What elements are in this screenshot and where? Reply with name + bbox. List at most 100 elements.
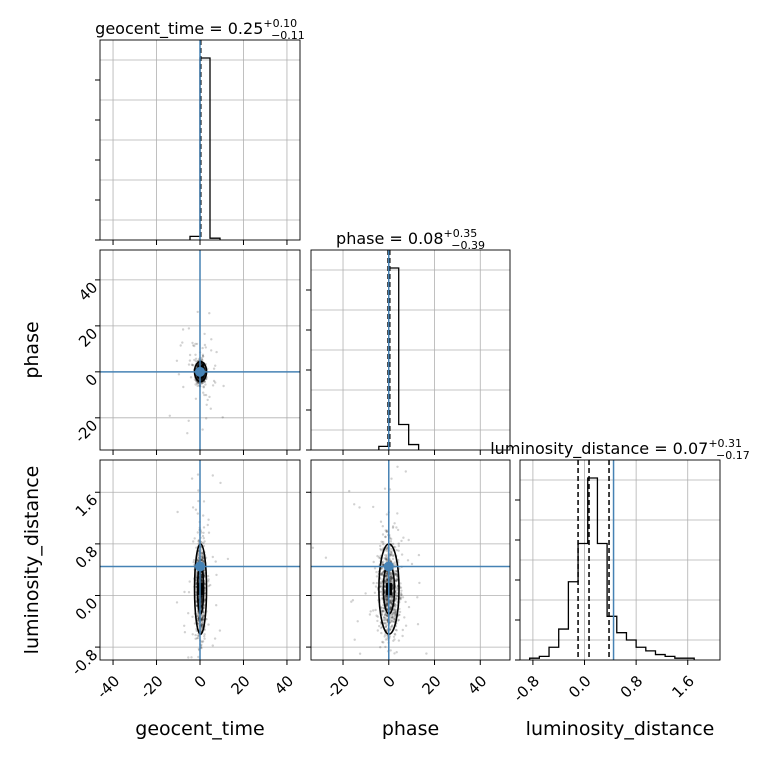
sample-point: [392, 542, 395, 546]
sample-point: [393, 561, 396, 564]
sample-point: [200, 378, 203, 381]
sample-point: [384, 575, 388, 578]
sample-point: [200, 626, 203, 629]
sample-point: [416, 623, 420, 626]
sample-point: [391, 577, 394, 580]
sample-point: [200, 552, 203, 555]
title-plus: +0.31: [708, 437, 742, 450]
sample-point: [364, 592, 367, 595]
sample-point: [202, 613, 205, 617]
sample-point: [373, 591, 377, 594]
sample-point: [393, 611, 396, 615]
sample-point: [404, 624, 408, 627]
sample-point: [380, 609, 383, 612]
sample-point: [385, 547, 388, 550]
sample-point: [383, 613, 386, 616]
sample-point: [182, 385, 185, 389]
sample-point: [202, 385, 205, 388]
sample-point: [202, 531, 205, 534]
sample-point: [403, 616, 406, 619]
sample-point: [202, 614, 205, 617]
sample-point: [192, 364, 195, 367]
sample-point: [200, 613, 204, 617]
sample-point: [201, 557, 204, 561]
sample-point: [391, 594, 394, 597]
sample-point: [395, 589, 399, 592]
sample-point: [394, 572, 397, 575]
panel-frame: [519, 459, 721, 661]
sample-point: [385, 602, 389, 605]
sample-point: [195, 572, 198, 575]
sample-point: [392, 639, 395, 642]
sample-point: [391, 526, 395, 529]
sample-point: [385, 613, 388, 616]
sample-point: [201, 617, 204, 620]
panel-phase-vs-geocent-time: [95, 249, 301, 455]
sample-point: [382, 616, 386, 620]
sample-point: [391, 592, 394, 595]
sample-point: [192, 561, 195, 564]
sample-point: [181, 328, 185, 331]
sample-point: [201, 378, 204, 381]
sample-point: [391, 580, 394, 584]
sample-point: [389, 553, 393, 556]
sample-point: [384, 572, 388, 576]
sample-point: [187, 419, 190, 422]
sample-point: [393, 610, 396, 613]
sample-point: [385, 598, 389, 602]
y-tick-label: -20: [71, 416, 101, 446]
panel-luminosity-distance-vs-phase: [306, 459, 511, 665]
sample-point: [389, 574, 393, 578]
sample-point: [418, 581, 421, 585]
sample-point: [393, 614, 396, 617]
sample-point: [389, 618, 392, 622]
sample-point: [391, 620, 394, 623]
sample-point: [394, 603, 397, 606]
sample-point: [389, 540, 393, 543]
sample-point: [384, 581, 388, 584]
sample-point: [207, 584, 210, 588]
sample-point: [389, 607, 392, 610]
sample-point: [390, 552, 393, 555]
sample-point: [200, 643, 203, 647]
sample-point: [203, 586, 207, 590]
sample-point: [394, 613, 397, 616]
sample-point: [196, 382, 199, 385]
sample-point: [376, 619, 379, 623]
sample-point: [214, 381, 217, 384]
sample-point: [384, 557, 388, 560]
sample-point: [195, 575, 198, 579]
sample-point: [394, 611, 397, 615]
sample-point: [389, 579, 392, 582]
sample-point: [395, 592, 398, 595]
sample-point: [393, 652, 396, 655]
sample-point: [385, 530, 389, 534]
sample-point: [385, 603, 388, 606]
sample-point: [197, 489, 200, 492]
sample-point: [380, 567, 383, 570]
sample-point: [200, 558, 203, 561]
sample-point: [397, 544, 400, 548]
sample-point: [203, 628, 206, 631]
sample-point: [393, 608, 396, 611]
sample-point: [213, 637, 217, 640]
sample-point: [393, 632, 396, 636]
sample-point: [379, 580, 382, 584]
panel-content: [520, 460, 720, 660]
sample-point: [200, 358, 204, 361]
sample-point: [380, 573, 383, 576]
sample-point: [201, 534, 205, 538]
sample-point: [386, 614, 389, 617]
sample-point: [201, 618, 204, 621]
sample-point: [389, 577, 392, 581]
sample-point: [391, 616, 394, 620]
sample-point: [200, 357, 204, 360]
sample-point: [211, 384, 215, 387]
sample-point: [384, 625, 388, 628]
sample-point: [425, 652, 428, 655]
sample-point: [389, 601, 392, 604]
sample-point: [209, 407, 212, 410]
sample-point: [391, 597, 394, 601]
sample-point: [395, 586, 398, 589]
y-tick-label: 40: [75, 278, 101, 304]
